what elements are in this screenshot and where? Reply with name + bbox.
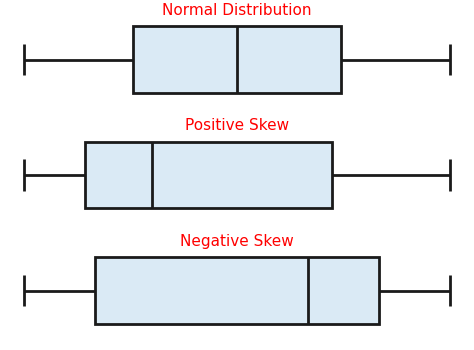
FancyBboxPatch shape — [133, 26, 341, 93]
Text: Normal Distribution: Normal Distribution — [162, 3, 312, 18]
Text: Positive Skew: Positive Skew — [185, 119, 289, 133]
Text: Negative Skew: Negative Skew — [180, 234, 294, 249]
FancyBboxPatch shape — [95, 257, 379, 324]
FancyBboxPatch shape — [85, 142, 332, 208]
